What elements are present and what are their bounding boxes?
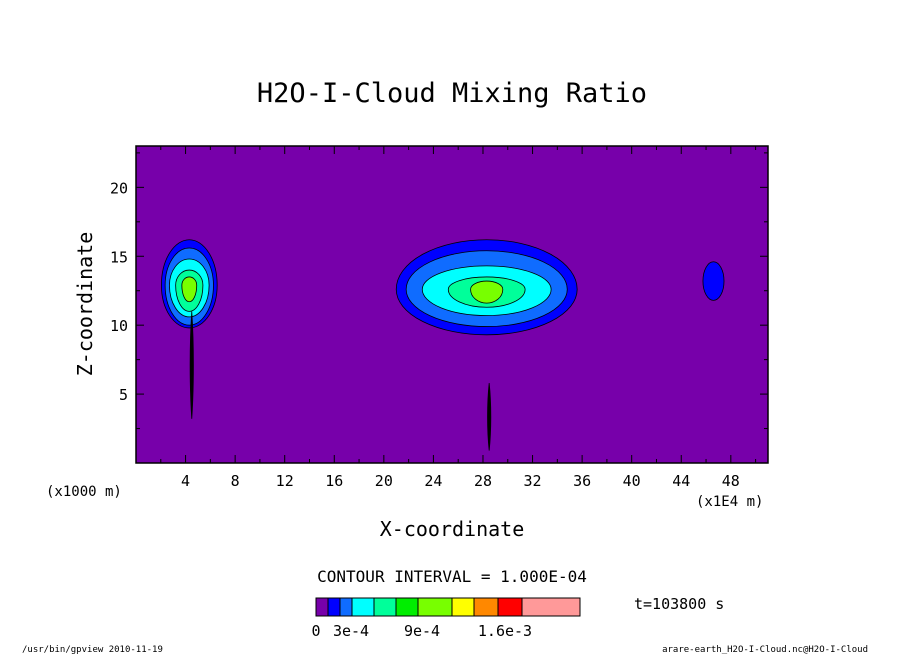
x-tick-label-48: 48 — [722, 472, 740, 490]
colorbar-label-4: 1.6e-3 — [478, 622, 532, 640]
y-tick-labels: 5 10 15 20 — [110, 179, 128, 404]
x-tick-label-40: 40 — [623, 472, 641, 490]
x-tick-label-16: 16 — [325, 472, 343, 490]
colorbar-segment-3 — [339, 597, 353, 617]
colorbar-segment-11 — [521, 597, 581, 617]
x-axis-label: X-coordinate — [380, 517, 525, 541]
x-tick-label-36: 36 — [573, 472, 591, 490]
footer-left: /usr/bin/gpview 2010-11-19 — [22, 645, 163, 654]
x-tick-label-4: 4 — [181, 472, 190, 490]
x-tick-label-32: 32 — [524, 472, 542, 490]
contour-interval: CONTOUR INTERVAL = 1.000E-04 — [317, 567, 587, 586]
colorbar-label-2: 3e-4 — [333, 622, 369, 640]
plot-frame — [135, 145, 769, 464]
contour-right-level-1 — [702, 261, 725, 301]
filament-2 — [487, 383, 492, 451]
colorbar-label-3: 9e-4 — [404, 622, 440, 640]
y-tick-label-10: 10 — [110, 317, 128, 335]
x-tick-labels: 4 8 12 16 20 24 28 32 36 40 44 48 — [181, 472, 740, 490]
x-tick-label-24: 24 — [424, 472, 442, 490]
colorbar-segment-2 — [327, 597, 341, 617]
y-tick-label-20: 20 — [110, 179, 128, 197]
y-axis-label: Z-coordinate — [73, 232, 97, 377]
x-tick-label-20: 20 — [375, 472, 393, 490]
colorbar-segment-10 — [497, 597, 523, 617]
chart-title: H2O-I-Cloud Mixing Ratio — [257, 78, 647, 109]
colorbar-segment-7 — [417, 597, 453, 617]
colorbar-segment-1 — [315, 597, 329, 617]
contour-left-level-5 — [181, 276, 198, 303]
colorbar-label-1: 0 — [311, 622, 320, 640]
filament-lines — [189, 311, 492, 451]
x-unit-right: (x1E4 m) — [696, 494, 763, 510]
colorbar-labels: 0 3e-4 9e-4 1.6e-3 — [311, 622, 532, 640]
x-tick-label-44: 44 — [672, 472, 690, 490]
colorbar — [315, 597, 581, 617]
colorbar-segment-6 — [395, 597, 419, 617]
plot-area — [135, 145, 769, 464]
colorbar-segment-5 — [373, 597, 397, 617]
footer-right: arare-earth_H2O-I-Cloud.nc@H2O-I-Cloud — [662, 645, 868, 654]
colorbar-segment-4 — [351, 597, 375, 617]
contour-fills — [161, 239, 725, 336]
x-tick-label-12: 12 — [276, 472, 294, 490]
y-tick-label-5: 5 — [119, 386, 128, 404]
contour-middle-level-5 — [470, 280, 504, 304]
filament-1 — [189, 311, 194, 419]
x-tick-label-28: 28 — [474, 472, 492, 490]
x-unit-left: (x1000 m) — [46, 484, 122, 500]
y-tick-label-15: 15 — [110, 248, 128, 266]
x-tick-label-8: 8 — [231, 472, 240, 490]
colorbar-segment-8 — [451, 597, 475, 617]
colorbar-segment-9 — [473, 597, 499, 617]
axis-ticks — [136, 146, 768, 463]
time-label: t=103800 s — [634, 595, 724, 613]
